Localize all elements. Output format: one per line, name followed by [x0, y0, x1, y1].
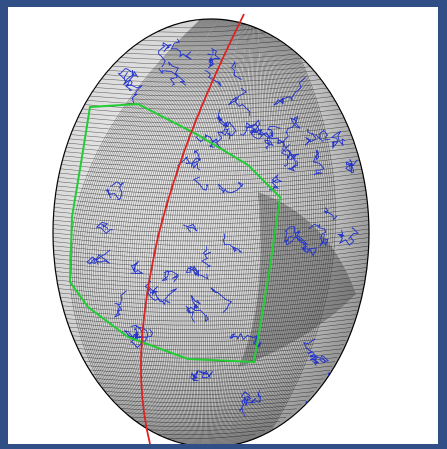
- coastline-segment: [204, 70, 222, 87]
- coastline-segment: [315, 129, 331, 142]
- coastline-segment: [264, 125, 281, 150]
- coastline-segment: [218, 181, 244, 194]
- coastline-segment: [229, 332, 262, 349]
- coastline-segment: [198, 370, 214, 379]
- coastline-segment: [315, 394, 336, 419]
- coastline-segment: [185, 265, 209, 280]
- coastline-segment: [323, 207, 338, 221]
- meridian-line: [140, 13, 245, 444]
- coastline-segment: [185, 305, 209, 323]
- coastline-segment: [195, 134, 223, 150]
- coastline-segment: [308, 223, 329, 247]
- coastline-segment: [336, 227, 360, 246]
- coastline-segment: [222, 233, 242, 253]
- coastline-segment: [265, 131, 290, 167]
- coastline-segment: [161, 270, 180, 283]
- coastline-segment: [303, 338, 320, 366]
- coastline-segment: [228, 87, 251, 116]
- coastline-segment: [158, 42, 172, 68]
- coastline-segment: [130, 261, 144, 274]
- coastline-segment: [144, 280, 178, 303]
- window-border-right: [438, 0, 447, 449]
- coastline-segment: [117, 68, 139, 86]
- window-border-top: [0, 0, 447, 7]
- coastline-segment: [216, 109, 229, 128]
- globe-canvas[interactable]: [8, 7, 438, 444]
- coastline-segment: [207, 48, 221, 69]
- coastline-segment: [95, 221, 114, 235]
- coastline-segment: [124, 79, 143, 106]
- coastline-segment: [211, 121, 237, 144]
- mesh-fold-wedge: [238, 192, 356, 367]
- coastline-segment: [282, 115, 301, 153]
- window-border-bottom: [0, 444, 447, 449]
- window-border-left: [0, 0, 8, 449]
- coastline-segment: [238, 389, 261, 418]
- coastline-segment: [170, 38, 192, 60]
- coastline-segment: [330, 130, 346, 149]
- coastline-segment: [86, 249, 111, 265]
- region-boundary: [68, 102, 282, 364]
- coastline-segment: [309, 354, 330, 364]
- coastline-segment: [147, 285, 171, 306]
- coastline-segment: [193, 176, 209, 191]
- coastline-segment: [201, 246, 212, 268]
- coastline-segment: [167, 61, 187, 86]
- coastline-segment: [240, 119, 263, 137]
- coastline-segment: [182, 223, 198, 233]
- coastline-segment: [284, 226, 297, 246]
- coastline-segment: [230, 61, 242, 80]
- coastline-segment: [345, 159, 358, 174]
- coastline-segment: [190, 294, 201, 310]
- coastline-segment: [210, 287, 233, 314]
- coastline-segment: [177, 156, 198, 168]
- coastline-segment: [105, 181, 124, 201]
- coastline-segment: [158, 68, 178, 86]
- coastline-segment: [295, 230, 317, 257]
- coastline-segment: [312, 149, 325, 176]
- coastline-segment: [249, 128, 271, 140]
- 3d-viewport[interactable]: [8, 7, 438, 444]
- coastline-segment: [130, 326, 149, 349]
- coastline-segment: [273, 77, 306, 106]
- coastline-segment: [113, 290, 127, 318]
- coastline-segment: [190, 369, 199, 382]
- coastline-segment: [304, 128, 317, 146]
- coastline-segment: [286, 148, 300, 172]
